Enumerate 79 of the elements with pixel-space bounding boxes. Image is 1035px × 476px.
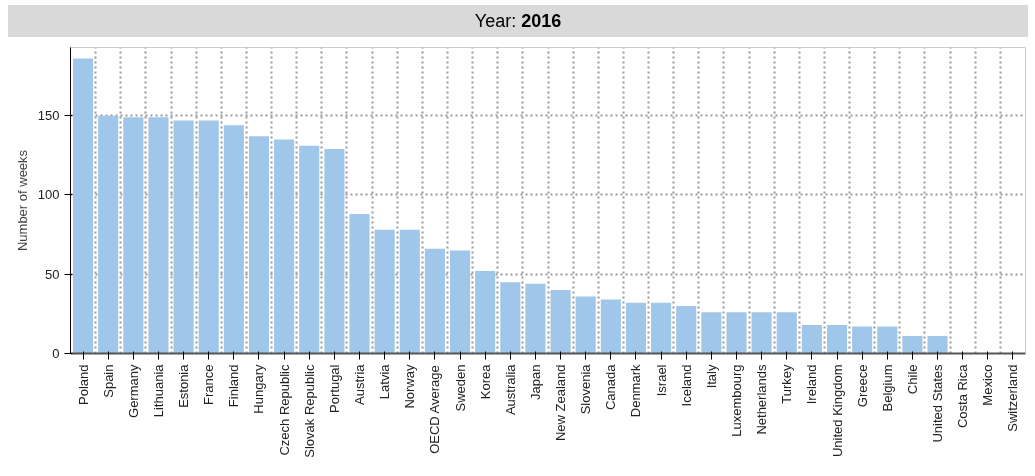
x-tick-label: New Zealand bbox=[553, 364, 569, 442]
y-tick-label: 0 bbox=[52, 346, 60, 361]
bar bbox=[877, 326, 898, 354]
bar bbox=[701, 312, 722, 354]
x-tick-label: Latvia bbox=[377, 363, 393, 400]
bar bbox=[248, 136, 270, 354]
bar bbox=[500, 282, 521, 354]
x-tick-label: Hungary bbox=[251, 364, 267, 414]
bar bbox=[902, 336, 923, 354]
x-tick-label: Estonia bbox=[176, 363, 192, 408]
x-tick-label: Poland bbox=[75, 364, 91, 405]
bar bbox=[198, 120, 219, 354]
bar bbox=[575, 296, 596, 354]
bar bbox=[726, 312, 747, 354]
x-tick-label: Austria bbox=[352, 363, 368, 405]
bar bbox=[299, 145, 320, 354]
bar bbox=[98, 115, 119, 354]
x-tick-label: Iceland bbox=[678, 364, 694, 407]
x-tick-label: Chile bbox=[904, 364, 920, 395]
bar bbox=[399, 229, 420, 354]
bar bbox=[449, 250, 471, 354]
bar bbox=[801, 324, 822, 354]
bar bbox=[173, 120, 194, 354]
x-tick-label: Lithuania bbox=[150, 363, 166, 418]
x-tick-label: Belgium bbox=[879, 364, 895, 412]
x-tick-label: Czech Republic bbox=[276, 364, 292, 456]
bar bbox=[424, 248, 445, 354]
x-tick-label: Greece bbox=[854, 364, 870, 408]
x-tick-label: Turkey bbox=[779, 364, 795, 404]
x-tick-label: United Kingdom bbox=[829, 364, 845, 457]
x-tick-label: Switzerland bbox=[1005, 364, 1021, 432]
bar bbox=[374, 229, 395, 354]
x-tick-label: Australia bbox=[502, 363, 518, 416]
bar bbox=[676, 305, 697, 354]
x-tick-label: OECD Average bbox=[427, 365, 443, 454]
x-tick-label: France bbox=[201, 364, 217, 405]
x-tick-label: Denmark bbox=[628, 364, 644, 418]
bar bbox=[73, 58, 94, 354]
x-tick-label: Korea bbox=[477, 363, 493, 400]
bar bbox=[324, 148, 345, 354]
bar bbox=[600, 299, 621, 354]
bar bbox=[776, 312, 797, 354]
bar bbox=[550, 290, 571, 354]
y-tick-label: 100 bbox=[37, 187, 60, 203]
x-tick-label: Slovak Republic bbox=[301, 364, 317, 458]
bar bbox=[475, 271, 496, 354]
x-tick-label: Luxembourg bbox=[728, 364, 744, 437]
bar bbox=[751, 312, 772, 354]
x-tick-label: Norway bbox=[402, 364, 418, 409]
x-tick-label: Portugal bbox=[326, 364, 342, 413]
bar bbox=[274, 139, 295, 354]
x-tick-label: United States bbox=[930, 364, 946, 443]
x-tick-label: Israel bbox=[653, 364, 669, 397]
bar bbox=[625, 302, 647, 354]
x-tick-label: Spain bbox=[100, 364, 116, 398]
bar bbox=[349, 213, 370, 354]
bar bbox=[525, 283, 546, 354]
x-tick-label: Netherlands bbox=[754, 364, 770, 435]
y-tick-label: 50 bbox=[45, 266, 60, 282]
x-tick-label: Costa Rica bbox=[955, 363, 971, 429]
bar bbox=[223, 125, 244, 354]
x-tick-label: Slovenia bbox=[578, 363, 594, 415]
x-tick-label: Finland bbox=[226, 364, 242, 408]
x-tick-label: Canada bbox=[603, 363, 619, 411]
bar bbox=[148, 117, 169, 354]
x-tick-label: Sweden bbox=[452, 364, 468, 412]
x-tick-label: Italy bbox=[703, 364, 719, 389]
x-tick-label: Japan bbox=[527, 364, 543, 400]
bar bbox=[123, 117, 144, 354]
y-tick-label: 150 bbox=[37, 108, 60, 124]
bar bbox=[927, 336, 948, 354]
chart-title: Year: 2016 bbox=[474, 10, 562, 33]
x-tick-label: Ireland bbox=[804, 364, 820, 405]
x-tick-label: Germany bbox=[125, 364, 141, 418]
x-tick-label: Mexico bbox=[980, 364, 996, 406]
bar bbox=[826, 324, 848, 354]
bar bbox=[651, 302, 672, 354]
bar bbox=[852, 326, 873, 354]
y-axis-title: Number of weeks bbox=[14, 149, 30, 252]
